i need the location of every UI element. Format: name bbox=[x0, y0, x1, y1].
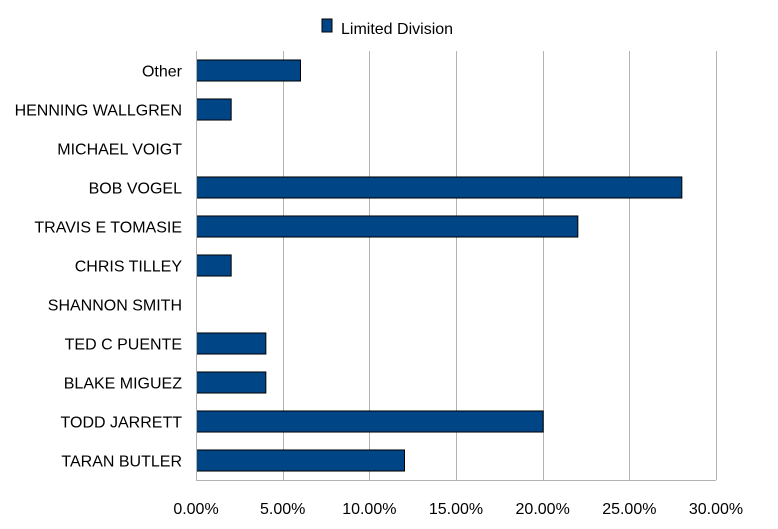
x-tick-label: 0.00% bbox=[173, 501, 218, 518]
gridlines bbox=[196, 51, 717, 480]
category-label: BLAKE MIGUEZ bbox=[64, 376, 182, 393]
legend-swatch bbox=[321, 18, 333, 33]
bar bbox=[196, 215, 579, 238]
category-label: SHANNON SMITH bbox=[48, 298, 182, 315]
legend: Limited Division bbox=[321, 18, 453, 38]
legend-label: Limited Division bbox=[341, 21, 453, 38]
bar bbox=[196, 410, 544, 433]
category-label: MICHAEL VOIGT bbox=[57, 142, 182, 159]
bar bbox=[196, 449, 405, 472]
category-label: CHRIS TILLEY bbox=[75, 259, 183, 276]
x-tick-label: 30.00% bbox=[689, 501, 743, 518]
x-tick-label: 10.00% bbox=[342, 501, 396, 518]
category-label: BOB VOGEL bbox=[89, 181, 182, 198]
x-tick-label: 20.00% bbox=[516, 501, 570, 518]
x-tick-label: 5.00% bbox=[260, 501, 305, 518]
category-label: TODD JARRETT bbox=[61, 415, 183, 432]
bar bbox=[196, 371, 267, 394]
bar bbox=[196, 59, 301, 82]
category-label: TARAN BUTLER bbox=[61, 454, 182, 471]
bar bbox=[196, 332, 267, 355]
category-label: Other bbox=[142, 64, 183, 81]
bar bbox=[196, 98, 232, 121]
category-label: HENNING WALLGREN bbox=[15, 103, 182, 120]
category-labels: Other HENNING WALLGREN MICHAEL VOIGT BOB VO… bbox=[15, 64, 183, 471]
x-tick-labels: 0.00% 5.00% 10.00% 15.00% 20.00% 25.00% 30.00% bbox=[173, 501, 743, 518]
bar bbox=[196, 254, 232, 277]
x-tick-label: 25.00% bbox=[602, 501, 656, 518]
bar bbox=[196, 176, 683, 199]
category-label: TED C PUENTE bbox=[65, 337, 182, 354]
bars bbox=[196, 59, 683, 472]
category-label: TRAVIS E TOMASIE bbox=[34, 220, 182, 237]
x-tick-label: 15.00% bbox=[429, 501, 483, 518]
axes bbox=[196, 51, 716, 481]
